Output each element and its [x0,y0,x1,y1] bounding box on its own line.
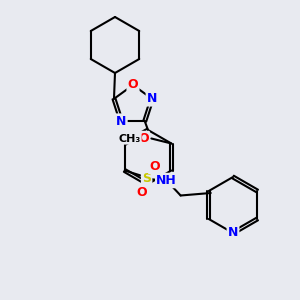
Text: N: N [147,92,157,105]
Text: O: O [128,79,138,92]
Text: NH: NH [156,174,177,187]
Text: N: N [228,226,238,239]
Text: O: O [149,160,160,173]
Text: O: O [138,132,149,145]
Text: N: N [116,115,126,128]
Text: S: S [142,172,151,185]
Text: CH₃: CH₃ [118,134,140,143]
Text: O: O [136,186,147,199]
